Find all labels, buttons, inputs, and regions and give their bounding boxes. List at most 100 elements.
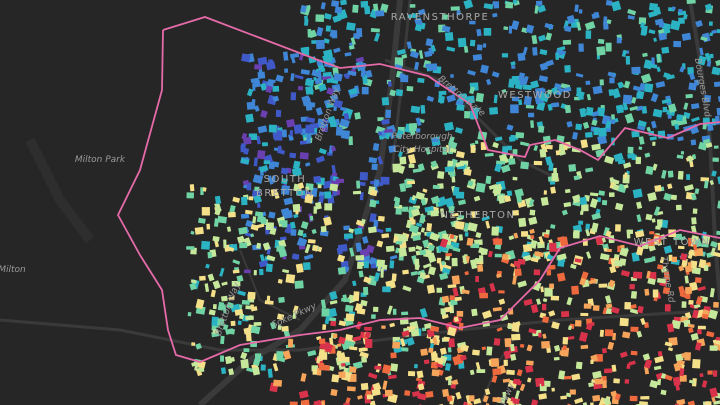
building — [692, 358, 701, 369]
building — [463, 46, 469, 53]
building — [603, 247, 608, 252]
building — [282, 268, 290, 274]
building — [679, 368, 685, 377]
building — [518, 99, 523, 106]
building — [585, 106, 594, 116]
building — [396, 48, 406, 56]
building — [415, 117, 422, 127]
building — [604, 329, 614, 337]
building — [698, 141, 708, 151]
building — [551, 321, 560, 330]
building — [294, 254, 300, 260]
building — [479, 292, 488, 299]
building — [493, 1, 500, 9]
building — [711, 170, 717, 177]
building — [501, 253, 509, 261]
building — [414, 23, 423, 32]
building — [300, 4, 307, 13]
building — [455, 220, 465, 230]
building — [585, 30, 592, 39]
building — [352, 280, 357, 287]
building — [550, 224, 556, 229]
building — [418, 50, 424, 59]
building — [530, 256, 539, 263]
building — [307, 239, 316, 244]
building — [496, 160, 506, 165]
building — [539, 48, 548, 56]
building — [257, 71, 266, 79]
building — [478, 247, 489, 255]
building — [219, 267, 225, 277]
building — [367, 226, 377, 234]
building — [348, 228, 355, 234]
building — [445, 253, 452, 257]
building — [445, 244, 454, 250]
building — [292, 203, 301, 213]
building — [441, 314, 449, 320]
building — [519, 383, 526, 392]
building — [513, 260, 521, 267]
building — [287, 338, 294, 348]
building — [652, 141, 656, 146]
building — [267, 78, 276, 84]
building — [635, 156, 642, 165]
building — [540, 378, 545, 387]
building — [639, 22, 646, 29]
building — [636, 90, 645, 100]
building — [675, 353, 684, 362]
building — [438, 90, 447, 96]
building — [250, 325, 261, 335]
building — [656, 277, 667, 284]
building — [385, 245, 395, 252]
building — [538, 393, 548, 400]
building — [469, 20, 476, 25]
building — [697, 55, 707, 66]
building — [454, 127, 464, 134]
building — [663, 192, 672, 201]
building — [241, 53, 251, 63]
building — [320, 123, 327, 129]
building — [658, 32, 668, 41]
building — [462, 255, 468, 265]
building — [240, 359, 250, 369]
building — [692, 244, 698, 251]
building — [511, 65, 516, 70]
building — [266, 254, 276, 262]
building — [475, 361, 481, 371]
building — [526, 377, 532, 383]
building — [701, 313, 709, 320]
building — [623, 162, 632, 169]
building — [630, 290, 638, 299]
building — [427, 244, 436, 252]
building — [636, 330, 643, 338]
building — [313, 76, 317, 81]
building — [592, 370, 602, 379]
building — [644, 152, 651, 158]
building — [662, 106, 668, 113]
building — [456, 310, 464, 317]
building — [564, 104, 572, 114]
building — [253, 157, 258, 167]
building — [579, 196, 588, 206]
building — [664, 304, 671, 312]
building — [706, 331, 715, 338]
building — [651, 256, 656, 262]
building — [311, 244, 319, 252]
building — [428, 63, 438, 71]
building — [617, 81, 624, 89]
building — [691, 116, 700, 123]
building — [704, 401, 712, 405]
building — [339, 118, 350, 128]
building — [206, 223, 211, 230]
building — [564, 86, 572, 92]
building — [614, 202, 624, 211]
building — [538, 75, 549, 83]
building — [281, 220, 288, 228]
building — [588, 382, 595, 388]
building — [455, 150, 465, 159]
building — [607, 341, 615, 351]
building — [657, 351, 663, 357]
building — [664, 341, 673, 347]
building — [186, 246, 195, 250]
building — [537, 125, 545, 133]
